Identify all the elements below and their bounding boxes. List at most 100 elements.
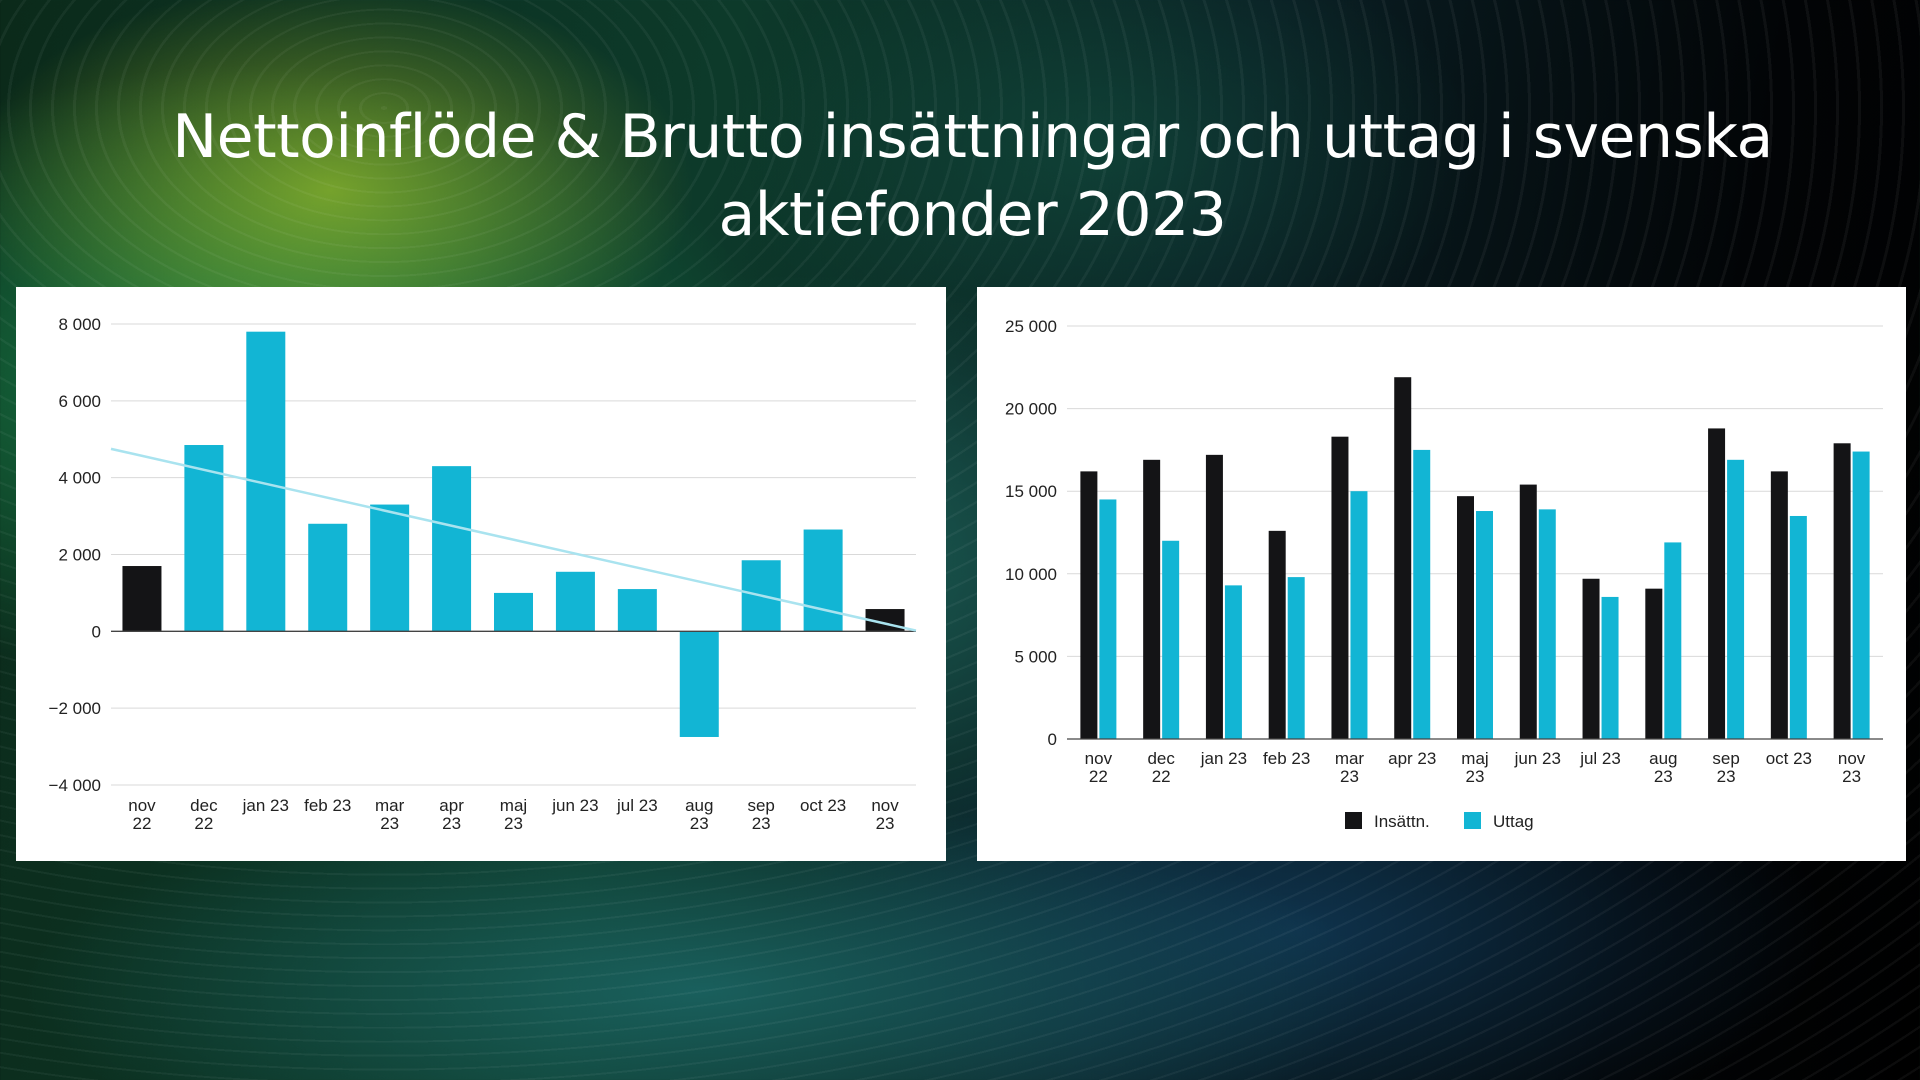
y-tick-label: 15 000 [1005, 482, 1057, 501]
bar [679, 631, 719, 737]
y-tick-label: −2 000 [49, 699, 101, 718]
x-tick-label: nov [128, 796, 156, 815]
page-title-line-2: aktiefonder 2023 [718, 180, 1227, 250]
y-tick-label: 20 000 [1005, 400, 1057, 419]
x-tick-label: jan 23 [242, 796, 289, 815]
x-tick-label: apr [439, 796, 464, 815]
x-tick-label: nov [1838, 749, 1866, 768]
bar-uttag [1852, 451, 1870, 739]
y-tick-label: 8 000 [58, 315, 101, 334]
y-tick-label: 25 000 [1005, 317, 1057, 336]
bar [122, 566, 162, 632]
legend-swatch-uttag [1464, 812, 1481, 829]
trendline [110, 447, 917, 632]
x-tick-label: 23 [876, 814, 895, 833]
bar-insattn [1645, 588, 1663, 739]
y-tick-label: 5 000 [1014, 647, 1057, 666]
x-tick-label: 23 [1842, 767, 1861, 786]
x-tick-label: 23 [690, 814, 709, 833]
bar-uttag [1789, 515, 1807, 739]
x-tick-label: dec [190, 796, 218, 815]
bar-insattn [1268, 530, 1286, 739]
bar-insattn [1331, 436, 1349, 739]
gross-flows-chart-panel: 25 000 20 000 15 000 10 000 5 000 0 nov 22 dec 22… [977, 287, 1906, 861]
bar [617, 589, 657, 632]
bar-uttag [1664, 542, 1682, 739]
x-tick-label: jun 23 [1514, 749, 1561, 768]
x-tick-label: 23 [752, 814, 771, 833]
bar-insattn [1582, 578, 1600, 739]
bar-uttag [1601, 596, 1619, 739]
x-tick-label: mar [375, 796, 405, 815]
x-tick-label: 23 [504, 814, 523, 833]
bar-uttag [1538, 509, 1556, 739]
x-tick-label: 22 [133, 814, 152, 833]
bar-insattn [1833, 443, 1851, 739]
x-tick-label: jan 23 [1200, 749, 1247, 768]
x-tick-label: 23 [1340, 767, 1359, 786]
x-tick-label: maj [500, 796, 527, 815]
bar-uttag [1476, 511, 1493, 739]
x-tick-label: 23 [442, 814, 461, 833]
x-tick-label: aug [1649, 749, 1677, 768]
x-tick-label: sep [747, 796, 774, 815]
legend-swatch-insattn [1345, 812, 1362, 829]
y-tick-label: 0 [92, 622, 101, 641]
net-inflow-chart-panel: 8 000 6 000 4 000 2 000 0 −2 000 −4 000 nov 22 de… [16, 287, 946, 861]
legend-label-insattn: Insättn. [1374, 812, 1430, 831]
legend-label-uttag: Uttag [1493, 812, 1534, 831]
x-tick-label: 22 [194, 814, 213, 833]
y-tick-label: 4 000 [58, 469, 101, 488]
bar-insattn [1519, 484, 1537, 739]
x-tick-label: 23 [1717, 767, 1736, 786]
bar [803, 529, 843, 632]
x-tick-label: 23 [1654, 767, 1673, 786]
x-tick-label: 22 [1152, 767, 1171, 786]
bar [555, 571, 595, 632]
bar [494, 592, 533, 632]
x-tick-label: oct 23 [800, 796, 846, 815]
x-tick-label: maj [1461, 749, 1488, 768]
bar-insattn [1770, 471, 1788, 739]
x-tick-label: oct 23 [1766, 749, 1812, 768]
page-title: Nettoinflöde & Brutto insättningar och u… [0, 98, 1920, 254]
bar-uttag [1727, 459, 1745, 739]
x-tick-label: aug [685, 796, 713, 815]
x-tick-label: 23 [1466, 767, 1485, 786]
y-tick-label: −4 000 [49, 776, 101, 795]
bar-insattn [1143, 459, 1161, 739]
bar-insattn [1708, 428, 1726, 739]
bar-uttag [1224, 585, 1242, 739]
bar [184, 445, 224, 632]
x-tick-label: jun 23 [551, 796, 598, 815]
x-tick-label: jul 23 [1579, 749, 1621, 768]
x-tick-label: apr 23 [1388, 749, 1436, 768]
bar-uttag [1287, 577, 1305, 739]
bar [370, 504, 410, 632]
x-tick-label: sep [1712, 749, 1739, 768]
bar-uttag [1413, 449, 1431, 739]
bar-uttag [1099, 499, 1117, 739]
x-tick-label: feb 23 [1263, 749, 1310, 768]
x-tick-label: mar [1335, 749, 1365, 768]
bar-insattn [1205, 454, 1223, 739]
y-tick-label: 2 000 [58, 546, 101, 565]
x-tick-label: nov [1085, 749, 1113, 768]
bar-insattn [1080, 471, 1098, 739]
bar-uttag [1162, 540, 1180, 739]
x-tick-label: 23 [380, 814, 399, 833]
bar-uttag [1350, 491, 1368, 739]
x-tick-label: feb 23 [304, 796, 351, 815]
bar-insattn [1394, 377, 1412, 739]
y-tick-label: 6 000 [58, 392, 101, 411]
x-tick-label: dec [1147, 749, 1175, 768]
x-tick-label: nov [871, 796, 899, 815]
bar [432, 466, 472, 632]
y-tick-label: 0 [1048, 730, 1057, 749]
x-tick-label: jul 23 [616, 796, 658, 815]
y-tick-label: 10 000 [1005, 565, 1057, 584]
bar-insattn [1457, 496, 1474, 739]
page-title-line-1: Nettoinflöde & Brutto insättningar och u… [172, 102, 1773, 172]
